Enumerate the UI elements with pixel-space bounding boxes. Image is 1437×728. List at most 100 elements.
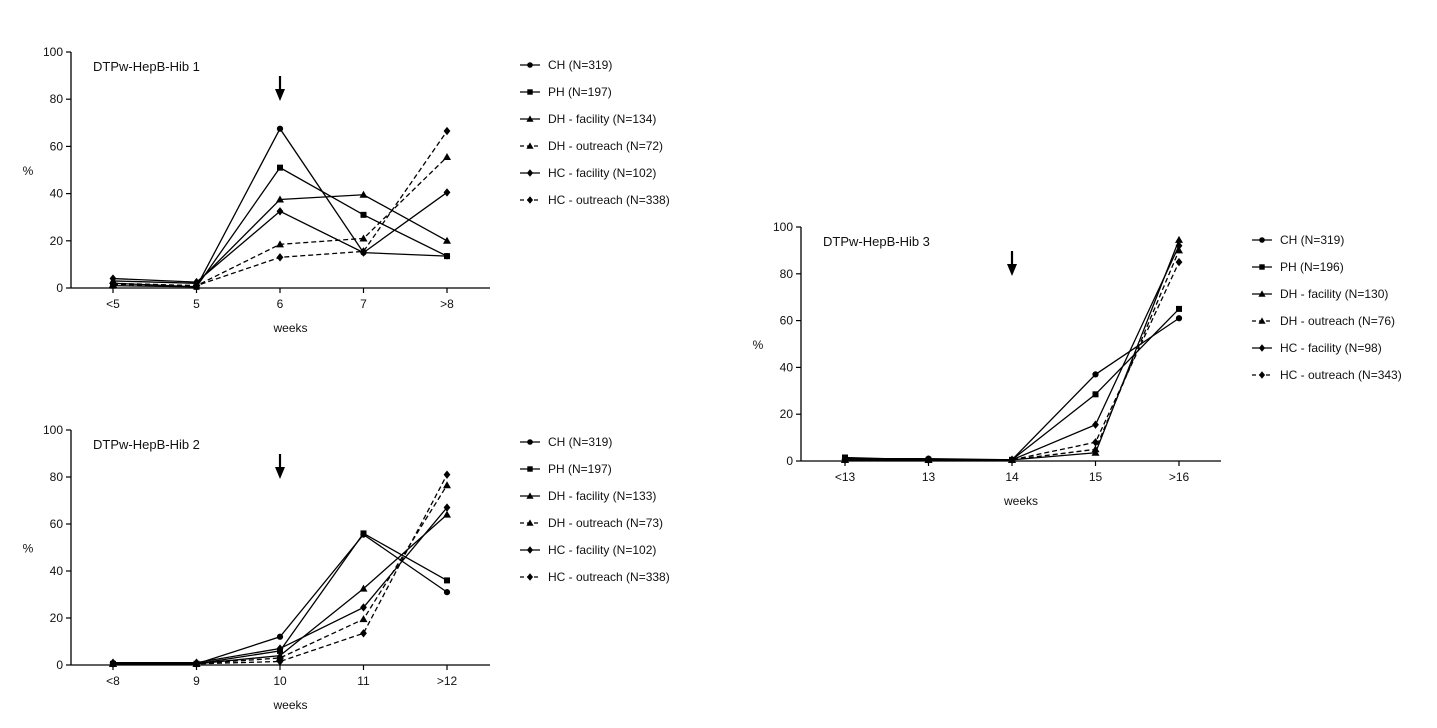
chart-title: DTPw-HepB-Hib 3 [823,234,930,249]
y-tick-label: 80 [780,267,794,281]
data-point [1175,241,1183,250]
legend-item: PH (N=197) [520,462,612,476]
legend-marker [527,466,533,472]
series-diamond-solid [109,188,451,287]
legend-marker [526,573,534,581]
legend-item: HC - outreach (N=343) [1252,368,1402,382]
legend-label: DH - outreach (N=72) [548,139,663,153]
data-point [444,253,450,260]
chart-title: DTPw-HepB-Hib 2 [93,437,200,452]
legend-item: DH - facility (N=134) [520,112,656,126]
legend-marker [526,169,534,177]
y-tick-label: 20 [780,407,794,421]
series-line [113,474,448,665]
recommended-age-arrow-icon [275,454,285,479]
legend-label: DH - facility (N=130) [1280,287,1388,301]
legend-item: DH - outreach (N=76) [1252,314,1395,328]
x-tick-label: 14 [1005,470,1019,484]
series-square-solid [842,305,1182,463]
data-point [109,659,117,669]
legend-label: PH (N=197) [548,85,612,99]
data-point [276,207,284,216]
legend-marker [1258,371,1266,379]
data-point [925,455,932,465]
data-point [276,253,284,262]
data-point [276,125,284,132]
series-triangle-solid [109,190,451,287]
data-point [443,589,451,596]
legend-label: CH (N=319) [548,435,612,449]
y-axis-title: % [753,338,764,352]
series-diamond-solid [109,503,451,667]
x-tick-label: 15 [1089,470,1103,484]
y-tick-label: 40 [780,360,794,374]
data-point [1092,371,1099,378]
legend-marker [527,439,533,445]
y-tick-label: 100 [43,423,63,437]
data-point [841,455,849,465]
series-line [112,166,448,288]
series-line [845,317,1180,461]
x-tick-label: >12 [437,674,458,688]
data-point [277,164,283,171]
y-tick-label: 0 [56,281,63,295]
data-point [276,240,284,248]
y-tick-label: 100 [43,45,63,59]
x-tick-label: <13 [835,470,856,484]
recommended-age-arrow-icon [1007,251,1017,276]
legend-label: HC - facility (N=102) [548,543,656,557]
series-line [112,156,448,287]
x-tick-label: 9 [193,674,200,688]
data-point [1092,420,1099,429]
legend-label: DH - facility (N=133) [548,489,656,503]
legend-item: PH (N=197) [520,85,612,99]
y-tick-label: 0 [56,658,63,672]
legend-marker [527,62,533,68]
x-tick-label: 7 [360,297,367,311]
legend-item: HC - facility (N=98) [1252,341,1382,355]
series-line [113,514,448,665]
data-point [1175,315,1183,322]
series-line [845,245,1180,461]
data-point [1008,455,1016,465]
y-tick-label: 0 [786,454,793,468]
x-tick-label: >16 [1169,470,1190,484]
series-circle-solid [841,315,1183,463]
data-point [443,470,451,479]
data-point [1091,448,1100,456]
y-tick-label: 60 [50,517,64,531]
legend-label: HC - facility (N=102) [548,166,656,180]
x-axis-title: weeks [1003,494,1038,508]
legend-item: DH - facility (N=133) [520,489,656,503]
series-triangle-dashed [841,246,1183,463]
y-tick-label: 100 [773,220,793,234]
legend-label: CH (N=319) [1280,233,1344,247]
legend-item: CH (N=319) [1252,233,1344,247]
x-axis-title: weeks [272,698,307,712]
y-tick-label: 60 [50,139,64,153]
data-point [443,510,451,518]
data-point [443,236,451,244]
legend-item: DH - outreach (N=72) [520,139,663,153]
series-diamond-dashed [109,470,451,669]
y-tick-label: 80 [50,470,64,484]
data-point [359,584,368,592]
legend-label: HC - outreach (N=338) [548,570,670,584]
series-triangle-dashed [109,153,451,289]
chart-3: 0 20 40 60 80 100 <13 13 14 15 >16 weeks% DTPw-HepB-… [753,220,1402,508]
x-tick-label: >8 [440,297,454,311]
legend-item: HC - facility (N=102) [520,166,656,180]
x-tick-label: 10 [273,674,287,688]
chart-2: 0 20 40 60 80 100 <8 9 10 11 >12 weeks% DTPw-HepB-Hi… [23,423,670,712]
legend-label: DH - facility (N=134) [548,112,656,126]
data-point [1092,438,1099,447]
legend-marker [1259,264,1265,270]
y-tick-label: 40 [50,187,64,201]
data-point [109,279,117,288]
data-point [193,281,200,290]
data-point [443,503,451,512]
data-point [444,577,450,584]
data-point [1175,235,1183,243]
x-tick-label: <8 [106,674,120,688]
legend-item: HC - outreach (N=338) [520,570,670,584]
